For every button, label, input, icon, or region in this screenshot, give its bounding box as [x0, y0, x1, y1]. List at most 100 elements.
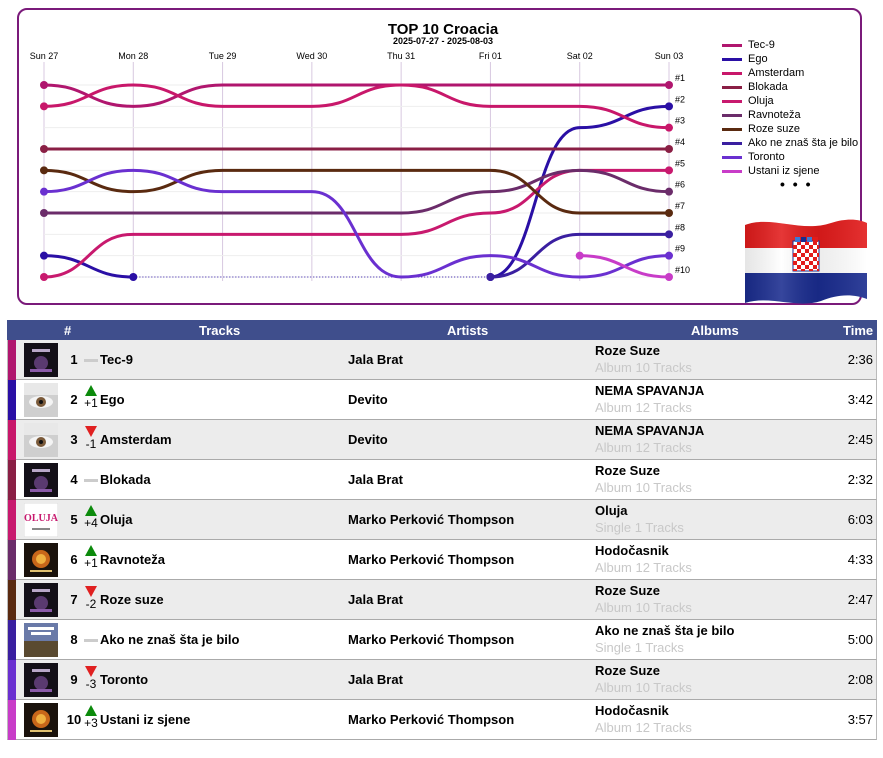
- series-point: [40, 166, 48, 175]
- track-title[interactable]: Ravnoteža: [100, 552, 166, 567]
- album-cover[interactable]: OLUJA: [23, 502, 59, 538]
- album-info: Single 1 Tracks: [595, 520, 684, 535]
- legend-item[interactable]: Ako ne znaš šta je bilo: [722, 136, 858, 150]
- arrow-up-icon: [85, 705, 97, 716]
- rank-color-bar: [8, 460, 16, 500]
- legend-label: Ustani iz sjene: [748, 165, 820, 177]
- day-label: Sat 02: [567, 51, 593, 61]
- table-row[interactable]: 3 -1 Amsterdam Devito NEMA SPAVANJA Album 12 …: [7, 420, 877, 460]
- table-row[interactable]: 6 +1 Ravnoteža Marko Perković Thompson Hodoč…: [7, 540, 877, 580]
- rank-axis-label: #6: [675, 180, 685, 190]
- legend-item[interactable]: Blokada: [722, 80, 858, 94]
- album-title[interactable]: Roze Suze: [595, 663, 661, 678]
- legend-item[interactable]: Ego: [722, 52, 858, 66]
- header-artists[interactable]: Artists: [447, 323, 489, 338]
- artist-name[interactable]: Marko Perković Thompson: [348, 552, 515, 567]
- album-title[interactable]: Hodočasnik: [595, 703, 669, 718]
- album-title[interactable]: NEMA SPAVANJA: [595, 383, 705, 398]
- album-cover[interactable]: [24, 543, 58, 577]
- rank-change-value: +1: [84, 556, 98, 570]
- table-row[interactable]: OLUJA 5 +4 Oluja Marko Perković Thompson Oluj…: [7, 500, 877, 540]
- track-title[interactable]: Roze suze: [100, 592, 164, 607]
- rank-number: 7: [70, 592, 78, 607]
- album-cover[interactable]: [24, 703, 58, 737]
- table-row[interactable]: 8 Ako ne znaš šta je bilo Marko Perković T…: [7, 620, 877, 660]
- album-cover[interactable]: [24, 463, 58, 497]
- track-duration: 5:00: [847, 632, 873, 647]
- album-title[interactable]: Roze Suze: [595, 583, 661, 598]
- album-info: Single 1 Tracks: [595, 640, 684, 655]
- legend-label: Tec-9: [748, 39, 775, 51]
- rank-change: +4: [80, 503, 102, 537]
- album-title[interactable]: Roze Suze: [595, 463, 661, 478]
- track-title[interactable]: Ako ne znaš šta je bilo: [100, 632, 240, 647]
- series-point: [40, 145, 48, 153]
- album-title[interactable]: NEMA SPAVANJA: [595, 423, 705, 438]
- table-row[interactable]: 7 -2 Roze suze Jala Brat Roze Suze Album 10 T…: [7, 580, 877, 620]
- album-info: Album 12 Tracks: [595, 720, 692, 735]
- header-tracks[interactable]: Tracks: [199, 323, 241, 338]
- track-title[interactable]: Ego: [100, 392, 125, 407]
- rank-axis-label: #7: [675, 201, 685, 211]
- track-title[interactable]: Toronto: [100, 672, 149, 687]
- artist-name[interactable]: Jala Brat: [348, 472, 403, 487]
- legend-item[interactable]: Oluja: [722, 94, 858, 108]
- track-title[interactable]: Amsterdam: [100, 432, 172, 447]
- header-albums[interactable]: Albums: [691, 323, 739, 338]
- artist-name[interactable]: Devito: [348, 432, 388, 447]
- legend-more-indicator[interactable]: • • •: [780, 176, 813, 192]
- legend-item[interactable]: Ustani iz sjene: [722, 164, 858, 178]
- artist-name[interactable]: Marko Perković Thompson: [348, 712, 515, 727]
- album-cover[interactable]: [24, 623, 58, 657]
- album-cover[interactable]: [24, 423, 58, 457]
- legend-item[interactable]: Amsterdam: [722, 66, 858, 80]
- series-point: [665, 102, 673, 111]
- album-cover[interactable]: [24, 583, 58, 617]
- album-title[interactable]: Hodočasnik: [595, 543, 669, 558]
- track-title[interactable]: Blokada: [100, 472, 151, 487]
- legend-label: Oluja: [748, 95, 774, 107]
- rank-number: 3: [70, 432, 78, 447]
- series-ego: [40, 102, 673, 281]
- album-cover[interactable]: [24, 383, 58, 417]
- album-title[interactable]: Ako ne znaš šta je bilo: [595, 623, 735, 638]
- artist-name[interactable]: Jala Brat: [348, 672, 403, 687]
- rank-color-bar: [8, 620, 16, 660]
- track-title[interactable]: Oluja: [100, 512, 133, 527]
- album-cover[interactable]: [24, 663, 58, 697]
- series-point: [665, 81, 673, 89]
- artist-name[interactable]: Devito: [348, 392, 388, 407]
- day-label: Tue 29: [209, 51, 237, 61]
- album-title[interactable]: Roze Suze: [595, 343, 661, 358]
- table-row[interactable]: 10 +3 Ustani iz sjene Marko Perković Thomps…: [7, 700, 877, 740]
- legend-label: Amsterdam: [748, 67, 805, 79]
- rank-axis-label: #9: [675, 244, 685, 254]
- rank-change: [80, 623, 102, 657]
- rank-change-value: -2: [85, 597, 97, 611]
- series-point: [665, 166, 673, 175]
- track-title[interactable]: Ustani iz sjene: [100, 712, 191, 727]
- rank-change-value: +1: [84, 396, 98, 410]
- rank-change-value: +4: [84, 516, 98, 530]
- table-row[interactable]: 2 +1 Ego Devito NEMA SPAVANJA Album 12 Tracks…: [7, 380, 877, 420]
- artist-name[interactable]: Jala Brat: [348, 352, 403, 367]
- legend-item[interactable]: Ravnoteža: [722, 108, 858, 122]
- table-row[interactable]: 9 -3 Toronto Jala Brat Roze Suze Album 10 Tra…: [7, 660, 877, 700]
- table-row[interactable]: 4 Blokada Jala Brat Roze Suze Album 10 Track…: [7, 460, 877, 500]
- track-title[interactable]: Tec-9: [100, 352, 133, 367]
- artist-name[interactable]: Marko Perković Thompson: [348, 632, 515, 647]
- album-info: Album 10 Tracks: [595, 360, 692, 375]
- album-cover[interactable]: [24, 343, 58, 377]
- day-label: Sun 03: [655, 51, 684, 61]
- table-row[interactable]: 1 Tec-9 Jala Brat Roze Suze Album 10 Tracks 2…: [7, 340, 877, 380]
- legend-item[interactable]: Roze suze: [722, 122, 858, 136]
- artist-name[interactable]: Jala Brat: [348, 592, 403, 607]
- legend-item[interactable]: Tec-9: [722, 38, 858, 52]
- series-point: [665, 209, 673, 217]
- header-time[interactable]: Time: [843, 323, 874, 338]
- legend-item[interactable]: Toronto: [722, 150, 858, 164]
- album-title[interactable]: Oluja: [595, 503, 628, 518]
- series-line: [43, 254, 134, 279]
- croatia-flag-icon: [745, 219, 867, 304]
- artist-name[interactable]: Marko Perković Thompson: [348, 512, 515, 527]
